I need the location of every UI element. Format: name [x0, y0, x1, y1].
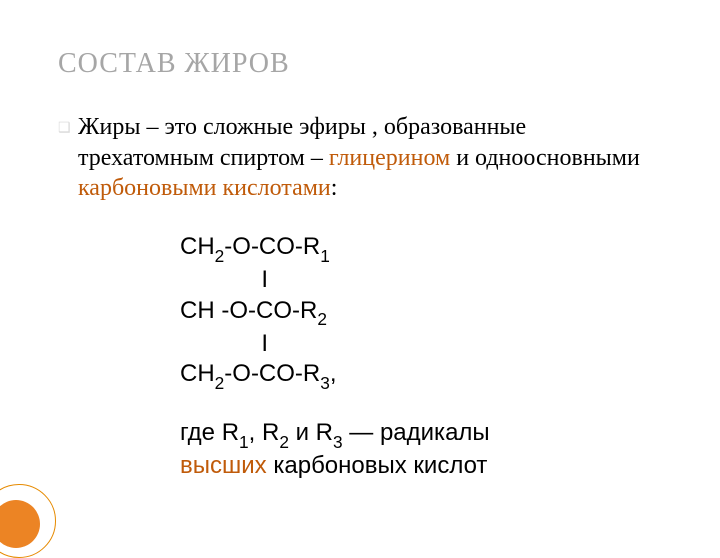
- body-t3: :: [331, 175, 338, 201]
- bond-1: I: [258, 265, 271, 296]
- f3-a: CH: [180, 360, 215, 387]
- f2-r: 2: [317, 309, 327, 329]
- f2-a: CH: [180, 297, 221, 324]
- footer-text: где R1, R2 и R3 — радикалы высших карбон…: [180, 418, 662, 482]
- formula-block: CH2-O-CO-R1 I CH -O-CO-R2 I CH2-O-CO-R3,: [180, 232, 662, 392]
- f3-b: -O-CO-R: [224, 360, 320, 387]
- ft-t2: , R: [249, 419, 280, 446]
- bond-2: I: [258, 329, 271, 360]
- f3-tail: ,: [330, 360, 337, 387]
- ft-t4: — радикалы: [343, 419, 490, 446]
- ft-r3: 3: [333, 432, 343, 452]
- body-highlight-1: глицерином: [329, 145, 450, 171]
- f1-sub1: 2: [215, 246, 225, 266]
- f1-b: -O-CO-R: [224, 233, 320, 260]
- f3-r: 3: [320, 373, 330, 393]
- ft-t3: и R: [289, 419, 333, 446]
- formula-bond-2: I: [180, 329, 662, 360]
- body-text: Жиры – это сложные эфиры , образованные …: [78, 112, 662, 204]
- slide: СОСТАВ ЖИРОВ ❑ Жиры – это сложные эфиры …: [0, 0, 720, 540]
- ft-t5: карбоновых кислот: [267, 452, 488, 479]
- formula-line-2: CH -O-CO-R2: [180, 296, 662, 329]
- f2-b: -O-CO-R: [221, 297, 317, 324]
- f1-r: 1: [320, 246, 330, 266]
- body-highlight-2: карбоновыми кислотами: [78, 175, 331, 201]
- ft-r2: 2: [279, 432, 289, 452]
- ft-r1: 1: [239, 432, 249, 452]
- formula-line-1: CH2-O-CO-R1: [180, 232, 662, 265]
- f1-a: CH: [180, 233, 215, 260]
- formula-line-3: CH2-O-CO-R3,: [180, 359, 662, 392]
- bullet-item: ❑ Жиры – это сложные эфиры , образованны…: [58, 112, 662, 204]
- body-t2: и одноосновными: [450, 145, 640, 171]
- footer-highlight: высших: [180, 452, 267, 479]
- formula-bond-1: I: [180, 265, 662, 296]
- bullet-glyph: ❑: [58, 119, 68, 136]
- slide-title: СОСТАВ ЖИРОВ: [58, 48, 662, 80]
- f3-sub1: 2: [215, 373, 225, 393]
- ft-t1: где R: [180, 419, 239, 446]
